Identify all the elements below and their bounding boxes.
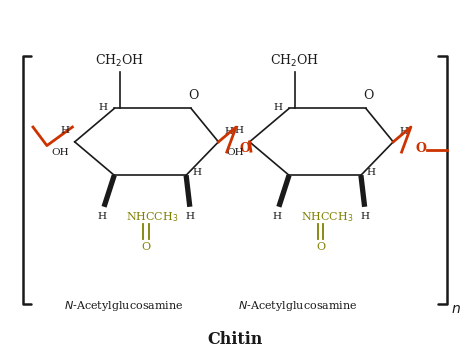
Text: $N$-Acetylglucosamine: $N$-Acetylglucosamine [237,299,357,313]
Text: O: O [141,242,150,252]
Text: Chitin: Chitin [207,331,263,348]
Text: CH$_2$OH: CH$_2$OH [270,53,319,69]
Text: $N$-Acetylglucosamine: $N$-Acetylglucosamine [64,299,183,313]
Text: H: H [98,212,107,222]
Text: OH: OH [52,148,69,157]
Text: H: H [185,212,194,222]
Text: H: H [235,126,244,135]
Text: NHCCH$_3$: NHCCH$_3$ [301,211,354,224]
Text: OH: OH [226,148,244,157]
Text: O: O [316,242,325,252]
Text: H: H [399,127,408,136]
Text: H: H [367,168,376,178]
Text: O: O [239,142,250,155]
Text: H: H [225,127,234,136]
Text: H: H [360,212,369,222]
Text: H: H [60,126,69,135]
Text: O: O [416,142,427,155]
Text: NHCCH$_3$: NHCCH$_3$ [127,211,179,224]
Text: $n$: $n$ [451,302,461,316]
Text: CH$_2$OH: CH$_2$OH [95,53,144,69]
Text: H: H [273,103,283,112]
Text: H: H [99,103,108,112]
Text: O: O [363,89,374,103]
Text: O: O [188,89,199,103]
Text: H: H [273,212,282,222]
Text: H: H [192,168,201,178]
